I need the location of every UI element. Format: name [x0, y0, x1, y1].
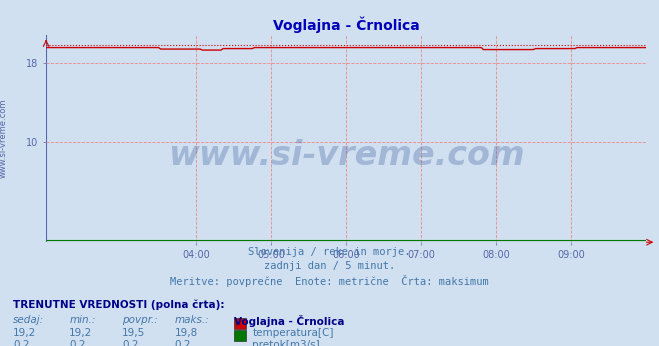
Text: 19,5: 19,5 [122, 328, 145, 338]
Text: www.si-vreme.com: www.si-vreme.com [0, 99, 8, 178]
Text: 19,2: 19,2 [69, 328, 92, 338]
Title: Voglajna - Črnolica: Voglajna - Črnolica [273, 17, 419, 34]
Text: 0,2: 0,2 [122, 340, 138, 346]
Text: temperatura[C]: temperatura[C] [252, 328, 334, 338]
Text: TRENUTNE VREDNOSTI (polna črta):: TRENUTNE VREDNOSTI (polna črta): [13, 299, 225, 310]
Text: 0,2: 0,2 [69, 340, 86, 346]
Text: 19,2: 19,2 [13, 328, 36, 338]
Text: maks.:: maks.: [175, 315, 210, 325]
Text: Voglajna - Črnolica: Voglajna - Črnolica [234, 315, 345, 327]
Text: www.si-vreme.com: www.si-vreme.com [167, 138, 525, 172]
Text: min.:: min.: [69, 315, 96, 325]
Text: Slovenija / reke in morje.: Slovenija / reke in morje. [248, 247, 411, 257]
Text: povpr.:: povpr.: [122, 315, 158, 325]
Text: zadnji dan / 5 minut.: zadnji dan / 5 minut. [264, 261, 395, 271]
Text: 0,2: 0,2 [175, 340, 191, 346]
Text: pretok[m3/s]: pretok[m3/s] [252, 340, 320, 346]
Text: 19,8: 19,8 [175, 328, 198, 338]
Text: Meritve: povprečne  Enote: metrične  Črta: maksimum: Meritve: povprečne Enote: metrične Črta:… [170, 275, 489, 287]
Text: sedaj:: sedaj: [13, 315, 44, 325]
Text: 0,2: 0,2 [13, 340, 30, 346]
